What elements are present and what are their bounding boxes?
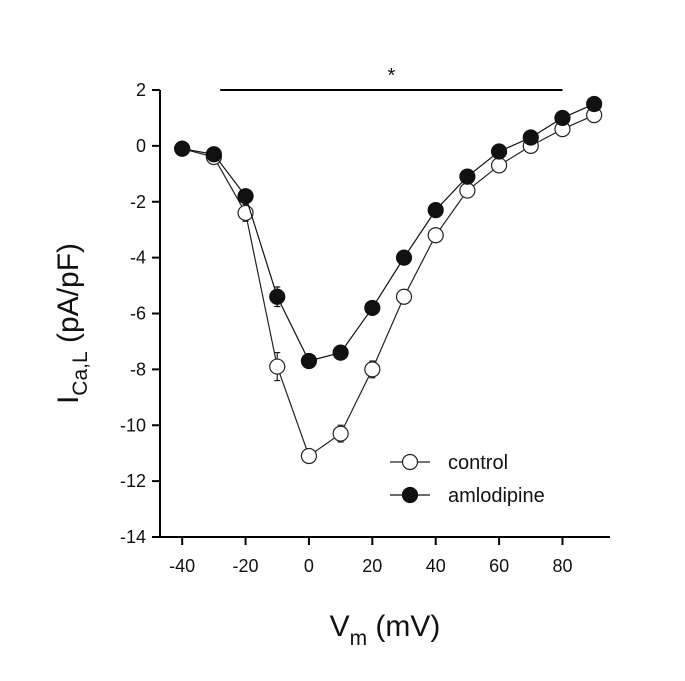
data-point-amlodipine — [522, 129, 539, 146]
legend-marker — [401, 486, 419, 504]
data-point-control — [459, 182, 476, 199]
data-point-control — [395, 288, 413, 305]
data-point-control — [332, 425, 349, 442]
data-point-amlodipine — [490, 143, 508, 160]
y-tick-label: -14 — [120, 527, 146, 547]
data-point-amlodipine — [395, 249, 413, 266]
data-point-control — [427, 227, 444, 244]
data-point-amlodipine — [427, 202, 444, 219]
legend-item-control: control — [390, 452, 508, 474]
x-axis-title: Vm (mV) — [330, 610, 441, 650]
x-tick-label: 60 — [489, 556, 509, 576]
y-tick-label: -12 — [120, 471, 146, 491]
y-tick-label: -2 — [130, 192, 146, 212]
x-tick-label: 0 — [304, 556, 314, 576]
data-point-amlodipine — [332, 344, 349, 361]
legend-marker — [401, 453, 419, 471]
data-point-control — [490, 157, 508, 174]
y-tick-label: 2 — [136, 80, 146, 100]
x-tick-label: 20 — [362, 556, 382, 576]
significance-star: * — [387, 65, 395, 87]
y-tick-label: -4 — [130, 248, 146, 268]
data-point-control — [269, 358, 286, 375]
data-point-amlodipine — [174, 140, 191, 157]
series-control — [174, 107, 603, 465]
x-tick-label: 80 — [552, 556, 572, 576]
legend-label: amlodipine — [448, 485, 545, 507]
data-point-amlodipine — [300, 352, 318, 370]
data-point-amlodipine — [459, 168, 476, 185]
y-axis-title: ICa,L (pA/pF) — [52, 243, 92, 404]
series-amlodipine — [174, 95, 603, 370]
data-point-amlodipine — [237, 188, 254, 205]
y-tick-label: -6 — [130, 304, 146, 324]
series-line — [182, 114, 595, 457]
data-point-amlodipine — [586, 95, 603, 113]
data-point-control — [300, 447, 318, 465]
data-point-control — [364, 361, 381, 378]
data-point-amlodipine — [269, 288, 286, 305]
y-tick-label: -8 — [130, 359, 146, 379]
y-tick-label: -10 — [120, 415, 146, 435]
x-tick-label: 40 — [426, 556, 446, 576]
data-point-amlodipine — [205, 146, 222, 163]
legend-item-amlodipine: amlodipine — [390, 485, 545, 507]
x-tick-label: -40 — [169, 556, 195, 576]
y-tick-label: 0 — [136, 136, 146, 156]
legend-label: control — [448, 452, 508, 474]
x-tick-label: -20 — [233, 556, 259, 576]
data-point-amlodipine — [554, 109, 571, 127]
data-point-amlodipine — [364, 299, 381, 317]
